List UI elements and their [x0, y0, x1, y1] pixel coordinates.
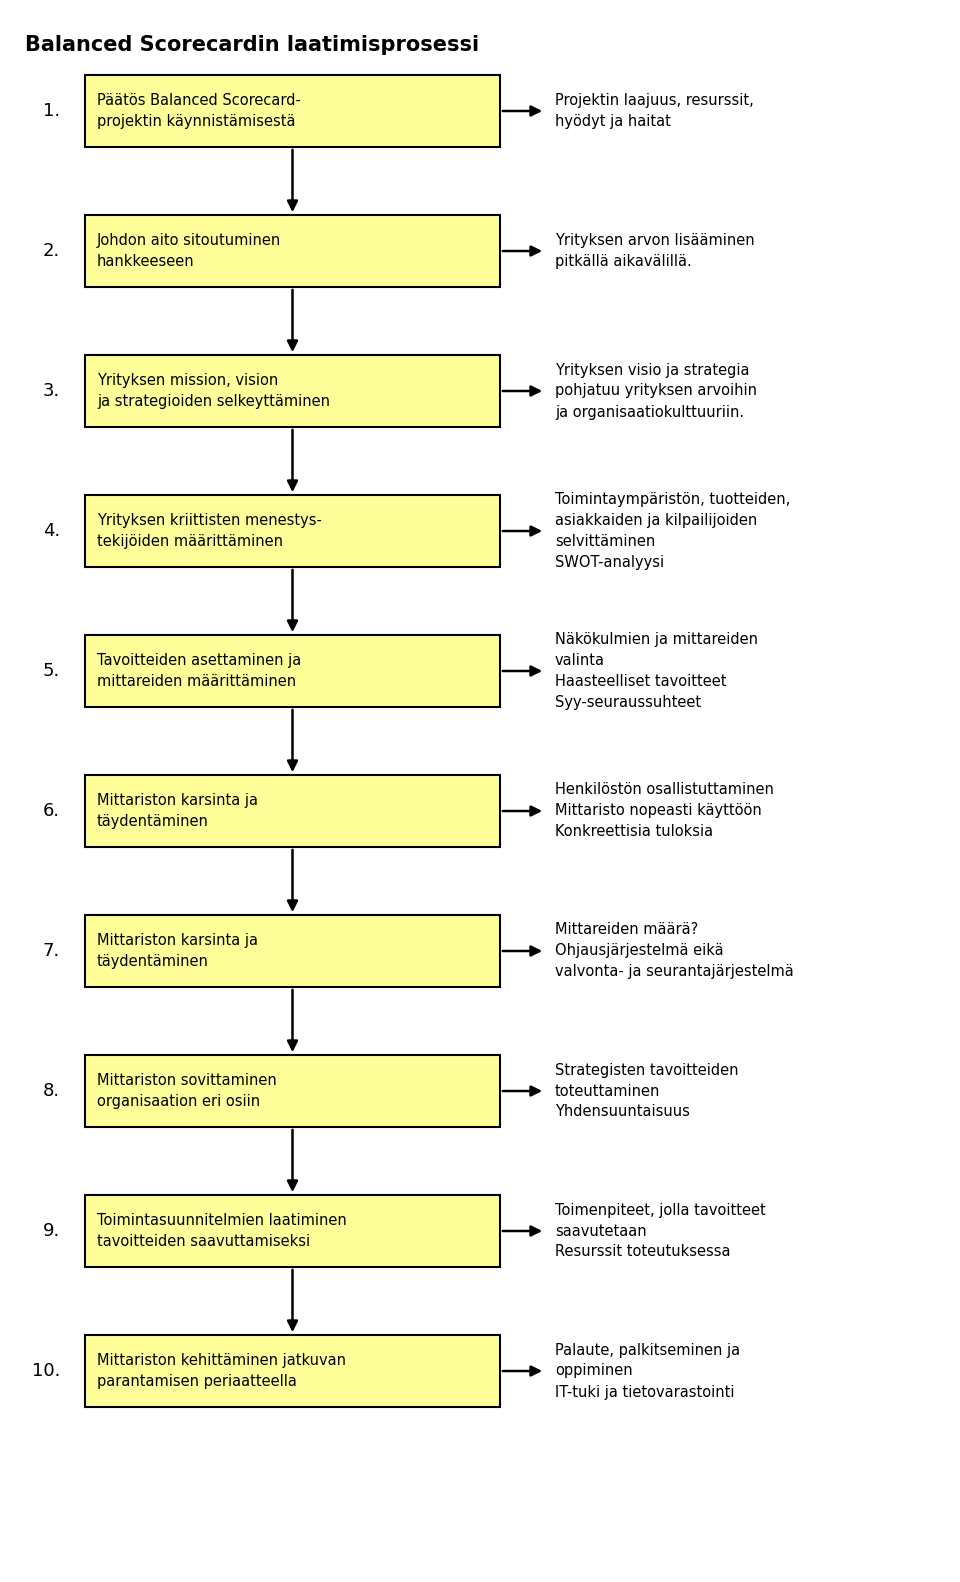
Text: Yrityksen visio ja strategia
pohjatuu yrityksen arvoihin
ja organisaatiokulttuur: Yrityksen visio ja strategia pohjatuu yr…	[555, 362, 757, 419]
FancyBboxPatch shape	[85, 775, 500, 846]
Text: Mittariston kehittäminen jatkuvan
parantamisen periaatteella: Mittariston kehittäminen jatkuvan parant…	[97, 1353, 346, 1389]
FancyBboxPatch shape	[85, 1194, 500, 1267]
Text: 7.: 7.	[43, 941, 60, 960]
Text: 1.: 1.	[43, 101, 60, 120]
Text: 4.: 4.	[43, 522, 60, 539]
Text: Projektin laajuus, resurssit,
hyödyt ja haitat: Projektin laajuus, resurssit, hyödyt ja …	[555, 93, 754, 130]
Text: Mittareiden määrä?
Ohjausjärjestelmä eikä
valvonta- ja seurantajärjestelmä: Mittareiden määrä? Ohjausjärjestelmä eik…	[555, 922, 794, 979]
Text: 9.: 9.	[43, 1221, 60, 1240]
Text: Balanced Scorecardin laatimisprosessi: Balanced Scorecardin laatimisprosessi	[25, 35, 479, 55]
FancyBboxPatch shape	[85, 914, 500, 987]
FancyBboxPatch shape	[85, 495, 500, 566]
Text: Palaute, palkitseminen ja
oppiminen
IT-tuki ja tietovarastointi: Palaute, palkitseminen ja oppiminen IT-t…	[555, 1343, 740, 1400]
Text: Mittariston karsinta ja
täydentäminen: Mittariston karsinta ja täydentäminen	[97, 793, 258, 829]
Text: Henkilöstön osallistuttaminen
Mittaristo nopeasti käyttöön
Konkreettisia tuloksi: Henkilöstön osallistuttaminen Mittaristo…	[555, 783, 774, 840]
Text: Johdon aito sitoutuminen
hankkeeseen: Johdon aito sitoutuminen hankkeeseen	[97, 233, 281, 269]
Text: 5.: 5.	[43, 661, 60, 680]
Text: 2.: 2.	[43, 242, 60, 259]
FancyBboxPatch shape	[85, 1055, 500, 1126]
Text: 6.: 6.	[43, 802, 60, 819]
Text: Päätös Balanced Scorecard-
projektin käynnistämisestä: Päätös Balanced Scorecard- projektin käy…	[97, 93, 300, 128]
Text: Yrityksen arvon lisääminen
pitkällä aikavälillä.: Yrityksen arvon lisääminen pitkällä aika…	[555, 233, 755, 269]
FancyBboxPatch shape	[85, 634, 500, 707]
Text: Tavoitteiden asettaminen ja
mittareiden määrittäminen: Tavoitteiden asettaminen ja mittareiden …	[97, 653, 301, 688]
Text: Mittariston sovittaminen
organisaation eri osiin: Mittariston sovittaminen organisaation e…	[97, 1073, 276, 1109]
FancyBboxPatch shape	[85, 354, 500, 427]
Text: Toimintaympäristön, tuotteiden,
asiakkaiden ja kilpailijoiden
selvittäminen
SWOT: Toimintaympäristön, tuotteiden, asiakkai…	[555, 492, 790, 570]
Text: 10.: 10.	[32, 1362, 60, 1380]
Text: Mittariston karsinta ja
täydentäminen: Mittariston karsinta ja täydentäminen	[97, 933, 258, 968]
FancyBboxPatch shape	[85, 1335, 500, 1406]
Text: Toimenpiteet, jolla tavoitteet
saavutetaan
Resurssit toteutuksessa: Toimenpiteet, jolla tavoitteet saavuteta…	[555, 1202, 766, 1259]
Text: Strategisten tavoitteiden
toteuttaminen
Yhdensuuntaisuus: Strategisten tavoitteiden toteuttaminen …	[555, 1063, 738, 1120]
FancyBboxPatch shape	[85, 215, 500, 286]
Text: Yrityksen kriittisten menestys-
tekijöiden määrittäminen: Yrityksen kriittisten menestys- tekijöid…	[97, 513, 322, 549]
Text: Yrityksen mission, vision
ja strategioiden selkeyttäminen: Yrityksen mission, vision ja strategioid…	[97, 373, 330, 408]
Text: 3.: 3.	[43, 381, 60, 400]
FancyBboxPatch shape	[85, 74, 500, 147]
Text: 8.: 8.	[43, 1082, 60, 1099]
Text: Näkökulmien ja mittareiden
valinta
Haasteelliset tavoitteet
Syy-seuraussuhteet: Näkökulmien ja mittareiden valinta Haast…	[555, 631, 758, 710]
Text: Toimintasuunnitelmien laatiminen
tavoitteiden saavuttamiseksi: Toimintasuunnitelmien laatiminen tavoitt…	[97, 1213, 347, 1248]
